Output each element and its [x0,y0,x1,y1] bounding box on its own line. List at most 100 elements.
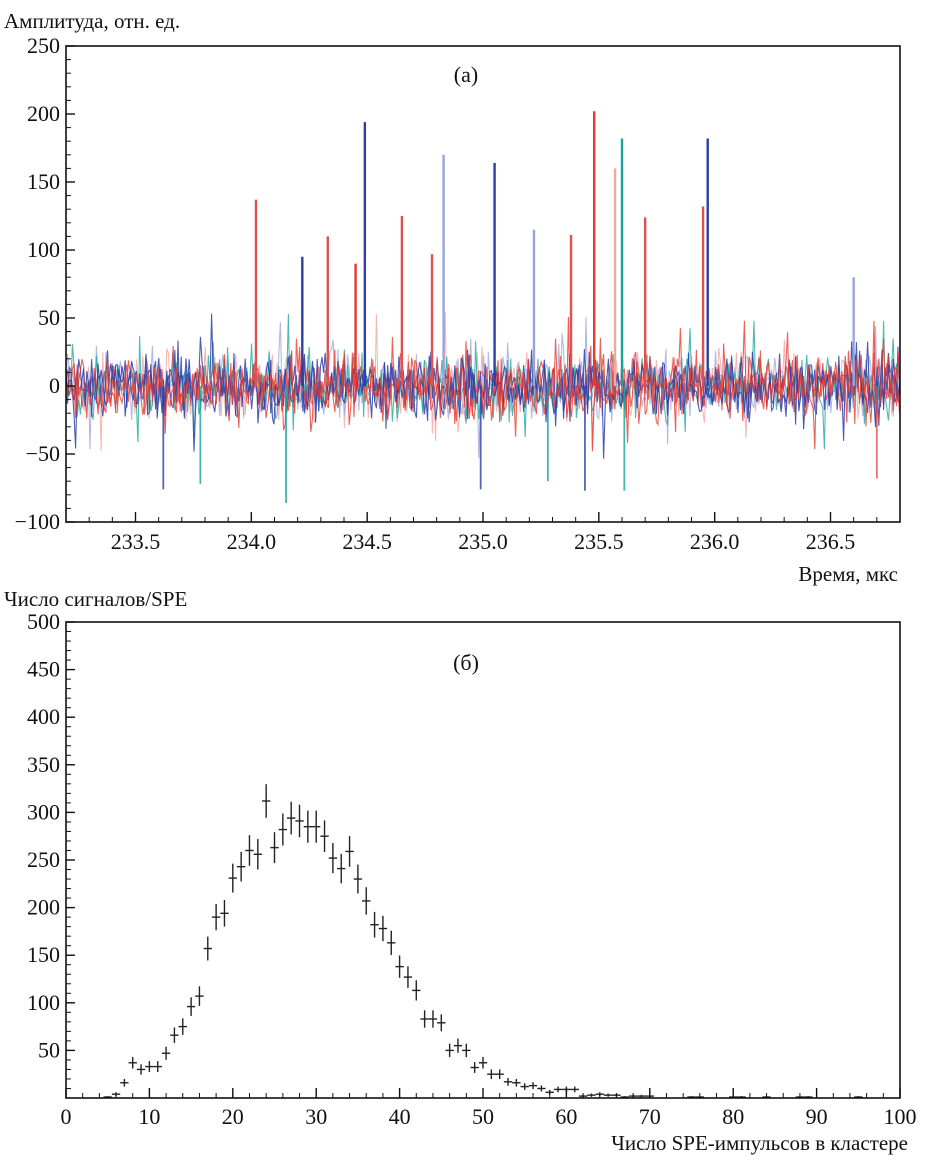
panel-a-ylabel: Амплитуда, отн. ед. [4,9,180,33]
panel-b-ytick-label: 150 [27,942,60,967]
panel-b-points [103,784,863,1098]
panel-a-noise-trace [65,320,901,450]
panel-b-data-point [145,1061,154,1073]
panel-b-data-point [261,784,271,818]
panel-b-data-point [587,1093,596,1097]
panel-b-y-axis: 50 100 150 200 250 300 350 400 450 500 [27,609,75,1099]
panel-b-data-point [337,853,346,884]
panel-b-ytick-label: 500 [27,609,60,634]
panel-b-data-point [570,1086,579,1093]
panel-b-data-point [478,1056,488,1069]
panel-b-data-point [528,1082,538,1090]
panel-b-data-point [328,842,338,874]
panel-b-xtick-label: 40 [389,1104,411,1129]
panel-a-xtick-label: 235.5 [574,529,624,554]
panel-b-data-point [128,1056,137,1069]
panel-a-xtick-label: 234.0 [227,529,277,554]
panel-b-data-point [295,804,304,838]
panel-a-label: (а) [454,62,478,87]
panel-a-xtick-label: 236.0 [690,529,740,554]
panel-b-data-point [395,955,404,978]
panel-b-xtick-label: 10 [138,1104,160,1129]
panel-a-ytick-label: 250 [27,33,60,58]
panel-b-xtick-label: 30 [305,1104,327,1129]
panel-b-data-point [303,810,313,843]
panel-b-data-point [253,839,262,870]
panel-b-frame [65,621,901,1099]
panel-b-ytick-label: 250 [27,847,60,872]
panel-b-data-point [270,832,279,864]
panel-b-data-point [287,801,296,835]
panel-b-ytick-label: 400 [27,704,60,729]
panel-b-xtick-label: 0 [61,1104,72,1129]
panel-b-data-point [245,835,254,866]
panel-a-noise-trace [65,316,901,452]
panel-b-data-point [437,1014,446,1032]
panel-a-xtick-label: 234.5 [342,529,392,554]
panel-b-data-point [153,1061,162,1073]
panel-b-xtick-label: 80 [722,1104,744,1129]
panel-b-x-axis: 0 10 20 30 40 50 60 70 80 90 100 [61,1088,917,1129]
panel-b-data-point [203,936,212,961]
panel-a-frame [65,45,901,523]
panel-b-xlabel: Число SPE-импульсов в кластере [611,1131,908,1155]
panel-a-ytick-label: 150 [27,169,60,194]
panel-b-data-point [420,1010,429,1028]
panel-b-data-point [136,1064,146,1075]
panel-a-traces [65,111,901,503]
panel-b-data-point [637,1094,646,1098]
panel-b-ytick-label: 50 [38,1037,60,1062]
panel-b-ylabel: Число сигналов/SPE [4,587,187,611]
panel-b-data-point [195,986,204,1006]
panel-b-data-point [370,911,379,938]
panel-b-data-point [161,1046,171,1060]
panel-b-data-point [120,1078,129,1087]
panel-b-data-point [453,1038,463,1053]
panel-b-xtick-label: 70 [639,1104,661,1129]
panel-b-data-point [445,1043,454,1058]
panel-b-xtick-label: 20 [222,1104,244,1129]
panel-a-y-axis: −100 −50 0 50 100 150 200 250 [15,33,75,534]
panel-b-data-point [378,915,388,942]
panel-b-data-point [353,864,363,894]
panel-b-data-point [428,1010,438,1028]
panel-a-ytick-label: 200 [27,101,60,126]
panel-b-data-point [362,887,371,915]
panel-b-data-point [220,900,229,927]
panel-b-data-point [537,1085,546,1092]
panel-a-ytick-label: 100 [27,237,60,262]
panel-b-ytick-label: 200 [27,895,60,920]
panel-b-data-point [603,1093,613,1097]
panel-a-ytick-label: −50 [26,441,60,466]
panel-b-data-point [320,820,329,852]
panel-b-xtick-label: 60 [555,1104,577,1129]
panel-a-xlabel: Время, мкс [798,562,898,586]
panel-b-data-point [462,1043,471,1058]
panel-b-data-point [228,863,237,893]
panel-b-ytick-label: 300 [27,799,60,824]
panel-a-xtick-label: 235.0 [458,529,508,554]
panel-b-data-point [412,980,421,1001]
panel-b-label: (б) [453,650,479,675]
panel-b-data-point [312,810,321,843]
panel-b-data-point [278,813,288,846]
panel-b-data-point [186,997,196,1016]
panel-b-data-point [512,1078,521,1087]
panel-a-x-axis: 233.5 234.0 234.5 235.0 235.5 236.0 236.5 [65,512,901,554]
panel-b-data-point [553,1086,563,1093]
panel-a-ytick-label: −100 [15,509,60,534]
panel-b-xtick-label: 100 [884,1104,917,1129]
panel-b-ytick-label: 450 [27,657,60,682]
panel-a-xtick-label: 236.5 [806,529,856,554]
panel-a-chart: Амплитуда, отн. ед. −100 −50 0 50 100 150 200 2… [4,9,901,586]
panel-b-data-point [387,930,396,955]
panel-b-data-point [503,1077,513,1086]
panel-a-ytick-label: 0 [49,373,60,398]
panel-b-ytick-label: 100 [27,990,60,1015]
panel-b-data-point [236,851,246,882]
panel-b-xtick-label: 50 [472,1104,494,1129]
panel-b-data-point [487,1069,496,1079]
panel-b-data-point [495,1069,504,1079]
panel-b-ytick-label: 350 [27,752,60,777]
